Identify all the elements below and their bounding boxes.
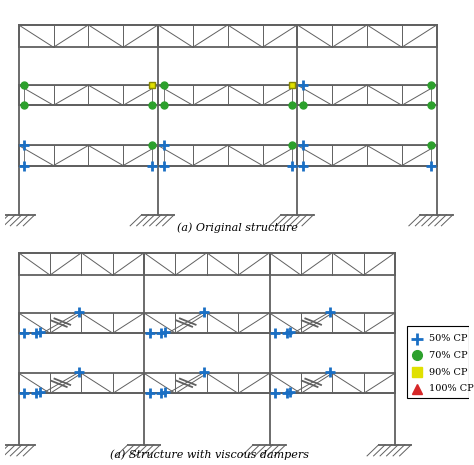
- Text: 70% CP: 70% CP: [429, 351, 467, 360]
- Text: (a) Structure with viscous dampers: (a) Structure with viscous dampers: [109, 450, 309, 460]
- Text: (a) Original structure: (a) Original structure: [176, 222, 298, 232]
- Bar: [407, 326, 469, 398]
- Text: 100% CP: 100% CP: [429, 385, 474, 393]
- Text: 50% CP: 50% CP: [429, 334, 467, 343]
- Text: 90% CP: 90% CP: [429, 368, 467, 377]
